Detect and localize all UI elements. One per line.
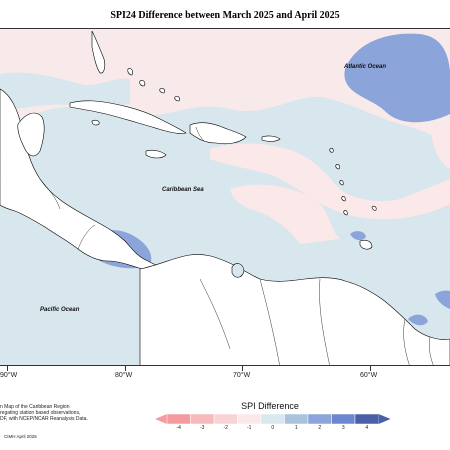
- lon-tick-60w: [370, 366, 371, 371]
- legend-tick-label: -4: [176, 425, 181, 431]
- lon-tick-70w: [242, 366, 243, 371]
- cuba: [69, 100, 187, 134]
- legend-swatch: [307, 413, 332, 425]
- lon-tick-80w: [125, 366, 126, 371]
- legend-tick-label: 0: [271, 425, 275, 431]
- isle-of-youth: [91, 119, 100, 126]
- legend-tick-label: 3: [341, 425, 345, 431]
- map-description: n Map of the Caribbean Region regating s…: [0, 404, 150, 422]
- map-canvas[interactable]: Atlantic Ocean Caribbean Sea Pacific Oce…: [0, 28, 450, 366]
- lesser-antilles-4: [341, 196, 346, 202]
- legend-tick-label: -1: [247, 425, 252, 431]
- legend-tick-label: 1: [294, 425, 298, 431]
- south-america-land: [139, 254, 450, 365]
- yucatan-peninsula: [17, 112, 45, 157]
- legend-tick-label: 2: [318, 425, 322, 431]
- lon-label-70w: 70°W: [233, 372, 251, 379]
- legend-arrow-left: [155, 414, 167, 424]
- map-title: SPI24 Difference between March 2025 and …: [110, 10, 340, 21]
- legend-swatch: [166, 413, 191, 425]
- legend-swatch: [237, 413, 262, 425]
- trinidad: [359, 239, 373, 250]
- lake-maracaibo: [231, 263, 245, 278]
- atlantic-ocean-label: Atlantic Ocean: [344, 64, 387, 70]
- puerto-rico: [261, 135, 281, 142]
- bahamas-island-2: [139, 80, 146, 87]
- lon-label-80w: 80°W: [115, 372, 133, 379]
- legend-swatch: [260, 413, 285, 425]
- spi-zone-pink-band-2: [230, 184, 340, 244]
- caribbean-sea-label: Caribbean Sea: [162, 187, 204, 193]
- jamaica: [145, 149, 167, 159]
- spi-zone-pink-band-1: [210, 143, 450, 220]
- spi-zone-blue-atlantic: [344, 33, 450, 123]
- country-borders: [39, 126, 434, 365]
- florida: [91, 30, 106, 74]
- legend-colorbar: [155, 413, 391, 425]
- bahamas-island-4: [174, 96, 180, 102]
- legend-swatch: [284, 413, 309, 425]
- landmasses: [0, 30, 450, 365]
- description-line-2: regating station based observations,: [0, 410, 81, 416]
- pacific-ocean-label: Pacific Ocean: [40, 307, 80, 313]
- spi-zone-blue-guianas: [435, 290, 450, 309]
- lesser-antilles-1: [329, 147, 334, 153]
- credit-text: CIMH April 2025: [4, 434, 37, 439]
- lesser-antilles-3: [339, 180, 344, 186]
- legend-swatch: [331, 413, 356, 425]
- legend-swatch: [190, 413, 215, 425]
- legend-tick-label: -2: [223, 425, 228, 431]
- spi-zone-pink-east: [430, 124, 450, 169]
- lesser-antilles-2: [335, 164, 340, 170]
- lon-tick-90w: [7, 366, 8, 371]
- lon-label-60w: 60°W: [360, 372, 378, 379]
- spi-zone-blue-trinidad: [408, 314, 428, 326]
- legend-arrow-right: [378, 414, 391, 424]
- description-line-1: n Map of the Caribbean Region: [0, 404, 70, 410]
- legend-title: SPI Difference: [241, 401, 299, 411]
- hispaniola: [189, 122, 247, 145]
- description-line-3: DF, with NCEP/NCAR Reanalysis Data.: [0, 416, 88, 422]
- bahamas-island-3: [159, 88, 165, 94]
- lon-label-90w: 90°W: [0, 372, 18, 379]
- legend-tick-label: 4: [365, 425, 369, 431]
- legend-swatch: [213, 413, 238, 425]
- spi-zone-blue-venezuela: [350, 231, 366, 241]
- barbados: [371, 205, 377, 211]
- legend-swatch: [354, 413, 379, 425]
- bahamas-island-1: [127, 68, 133, 76]
- lesser-antilles-5: [343, 210, 348, 216]
- map-svg: [0, 30, 450, 365]
- legend-tick-label: -3: [200, 425, 205, 431]
